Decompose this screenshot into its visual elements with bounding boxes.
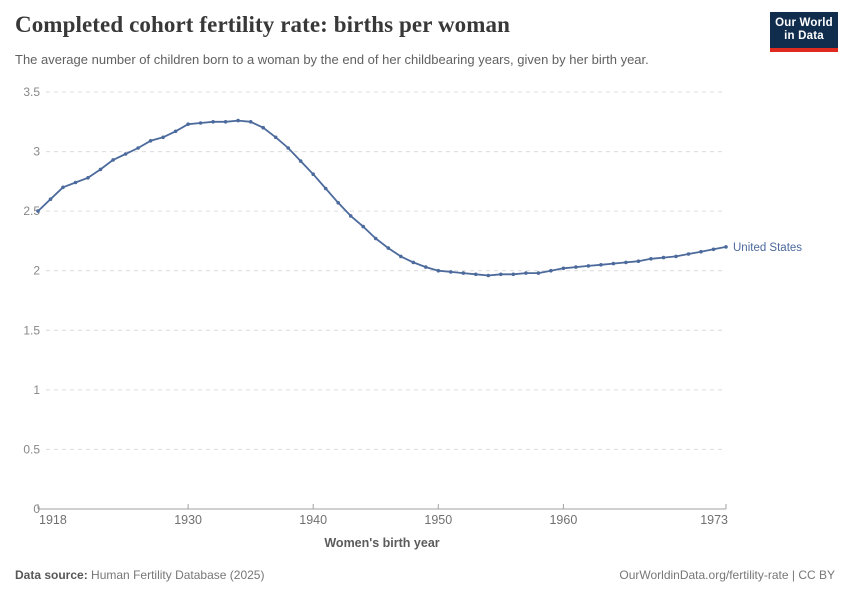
chart-title: Completed cohort fertility rate: births … — [15, 12, 511, 37]
data-point — [561, 266, 566, 271]
data-point — [123, 152, 128, 156]
data-source: Data source: Human Fertility Database (2… — [15, 568, 264, 582]
data-point — [286, 146, 291, 150]
data-point — [373, 236, 378, 241]
chart-subtitle: The average number of children born to a… — [15, 52, 649, 67]
y-tick-label: 2.5 — [23, 204, 40, 218]
data-point — [574, 265, 578, 269]
series-markers — [36, 118, 728, 278]
data-point — [323, 186, 328, 191]
data-point — [649, 257, 653, 261]
y-gridlines: 0 0.5 1 1.5 2 2.5 3 3.5 — [23, 85, 726, 516]
series-line-united-states — [37, 119, 727, 277]
data-point — [98, 167, 103, 172]
data-point — [111, 158, 115, 162]
data-point — [711, 247, 716, 252]
x-axis: 1918 1930 1940 1950 1960 1973 — [37, 504, 728, 527]
data-point — [549, 268, 553, 273]
data-point — [536, 271, 541, 275]
data-point — [173, 129, 178, 134]
data-point — [298, 159, 303, 163]
data-point — [261, 125, 266, 130]
data-point — [273, 135, 278, 140]
data-point — [524, 271, 528, 275]
x-tick-label: 1960 — [549, 513, 577, 527]
data-point — [48, 197, 53, 201]
data-point — [336, 201, 341, 205]
data-point — [361, 224, 366, 229]
data-point — [511, 272, 516, 277]
data-source-label: Data source: — [15, 568, 88, 582]
data-point — [348, 214, 353, 218]
data-point — [636, 259, 641, 264]
y-tick-label: 3 — [33, 145, 40, 159]
y-tick-label: 2 — [33, 264, 40, 278]
data-point — [449, 270, 453, 274]
data-point — [236, 118, 240, 123]
data-point — [136, 146, 140, 150]
y-tick-label: 1 — [33, 383, 40, 397]
data-point — [386, 246, 391, 250]
x-tick-label: 1930 — [174, 513, 202, 527]
data-point — [586, 264, 591, 268]
data-point — [674, 254, 678, 259]
data-point — [661, 255, 666, 260]
y-tick-label: 3.5 — [23, 85, 40, 99]
data-point — [486, 273, 491, 278]
data-source-value: Human Fertility Database (2025) — [91, 568, 265, 582]
data-point — [436, 268, 441, 273]
data-point — [461, 271, 466, 275]
y-tick-label: 0 — [33, 502, 40, 516]
x-axis-title: Women's birth year — [324, 536, 439, 550]
owid-logo: Our World in Data — [770, 12, 838, 52]
owid-logo-line2: in Data — [784, 30, 824, 42]
data-point — [311, 172, 316, 176]
data-point — [61, 185, 65, 190]
data-point — [599, 263, 603, 267]
data-point — [248, 120, 253, 124]
x-tick-label: 1950 — [424, 513, 452, 527]
data-point — [411, 260, 416, 265]
data-point — [223, 120, 228, 124]
data-point — [73, 180, 78, 185]
data-point — [148, 139, 153, 143]
data-point — [198, 121, 203, 125]
y-tick-label: 0.5 — [23, 442, 40, 456]
x-tick-label: 1940 — [299, 513, 327, 527]
data-point — [686, 252, 691, 256]
data-point — [86, 176, 90, 180]
data-point — [474, 272, 478, 277]
data-point — [36, 209, 40, 213]
data-point — [424, 265, 428, 269]
series-end-label: United States — [733, 242, 802, 254]
data-point — [611, 261, 616, 266]
data-point — [624, 260, 628, 265]
data-point — [499, 272, 503, 277]
data-point — [399, 254, 403, 259]
x-tick-label: 1973 — [700, 513, 728, 527]
owid-logo-line1: Our World — [775, 16, 833, 29]
data-point — [724, 245, 728, 249]
data-point — [186, 122, 190, 126]
credit-line: OurWorldinData.org/fertility-rate | CC B… — [619, 568, 835, 582]
data-point — [699, 249, 703, 254]
data-point — [211, 120, 215, 124]
x-tick-label: 1918 — [39, 513, 67, 527]
y-tick-label: 1.5 — [23, 323, 40, 337]
data-point — [161, 135, 165, 140]
